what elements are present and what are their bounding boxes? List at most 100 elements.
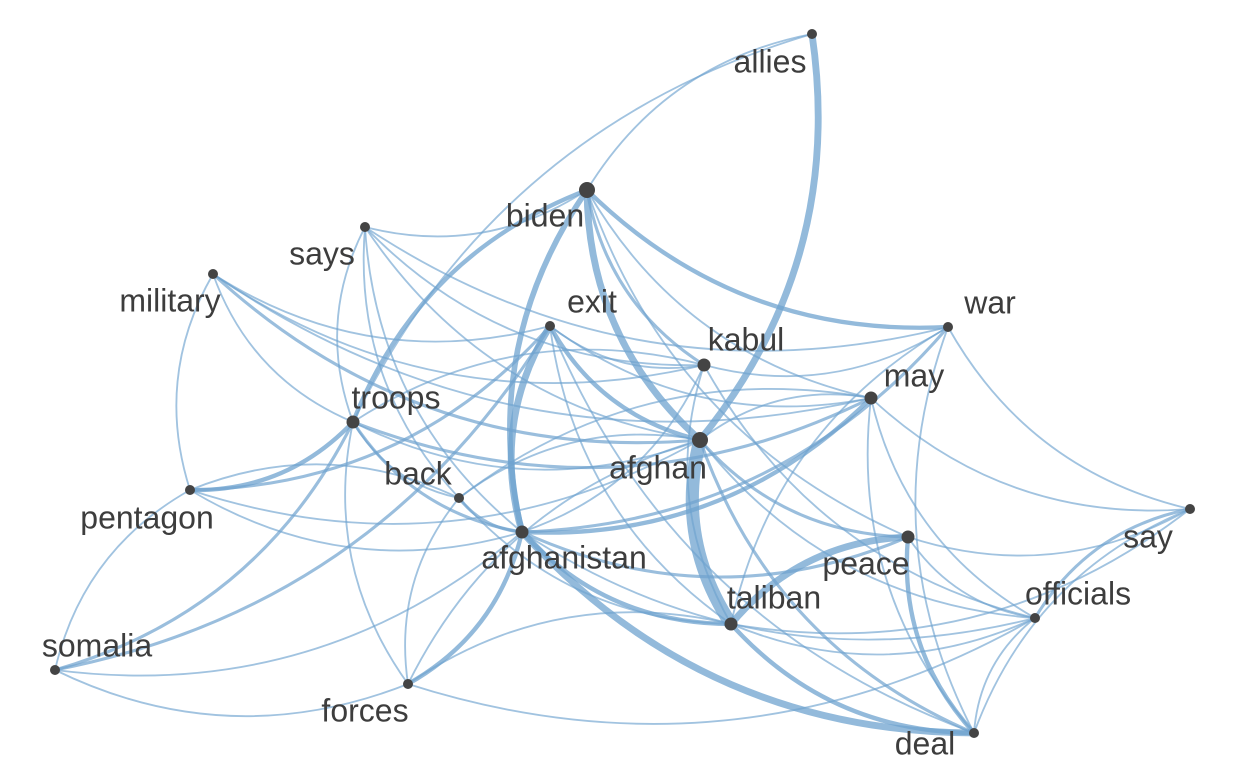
node-peace	[901, 530, 915, 544]
node-label-taliban: taliban	[727, 579, 821, 615]
edge-back-taliban	[458, 497, 732, 625]
edge-allies-biden	[586, 33, 813, 191]
edge-biden-may	[586, 189, 872, 399]
node-label-somalia: somalia	[42, 627, 152, 663]
node-deal	[969, 728, 979, 738]
edge-afghanistan-officials	[521, 531, 1036, 641]
edge-pentagon-exit	[188, 324, 552, 492]
edge-peace-say	[907, 508, 1191, 557]
edge-troops-back	[352, 421, 460, 499]
node-label-officials: officials	[1025, 575, 1131, 611]
edge-afghanistan-deal	[518, 528, 978, 737]
node-label-back: back	[384, 455, 453, 491]
edge-taliban-say	[730, 508, 1191, 635]
edge-says-afghan	[364, 226, 701, 441]
edge-biden-afghanistan	[507, 187, 590, 535]
edge-afghan-allies	[696, 30, 822, 444]
edge-layer	[53, 30, 1192, 737]
edge-back-pentagon	[189, 463, 460, 499]
edge-afghanistan-kabul	[521, 364, 705, 533]
node-back	[454, 493, 464, 503]
edge-say-officials	[1033, 507, 1192, 620]
edge-exit-may	[549, 325, 872, 408]
node-pentagon	[185, 485, 195, 495]
node-may	[864, 391, 878, 405]
node-afghanistan	[515, 525, 529, 539]
edge-military-troops	[212, 273, 354, 423]
edge-pentagon-afghan	[189, 439, 701, 525]
node-label-kabul: kabul	[708, 321, 785, 357]
node-label-pentagon: pentagon	[80, 499, 213, 535]
edge-forces-officials	[407, 617, 1036, 725]
node-label-military: military	[119, 282, 220, 318]
node-label-afghan: afghan	[609, 449, 707, 485]
node-biden	[579, 182, 595, 198]
edge-somalia-exit	[53, 324, 552, 672]
edge-exit-afghan	[547, 323, 703, 443]
edge-say-deal	[973, 508, 1191, 734]
node-allies	[807, 29, 817, 39]
edge-biden-kabul	[585, 188, 706, 367]
edge-kabul-troops	[352, 348, 705, 423]
node-military	[208, 269, 218, 279]
edge-afghan-back	[458, 433, 701, 499]
edge-military-afghan	[211, 272, 702, 445]
node-label-deal: deal	[895, 725, 956, 761]
node-troops	[346, 415, 360, 429]
edge-allies-troops	[352, 33, 813, 423]
node-forces	[403, 679, 413, 689]
edge-biden-peace	[586, 189, 909, 538]
edge-afghanistan-peace	[520, 530, 910, 579]
edge-war-taliban	[730, 326, 949, 625]
node-label-says: says	[289, 235, 355, 271]
edge-pentagon-afghanistan	[189, 489, 523, 552]
node-label-say: say	[1123, 518, 1173, 554]
edge-war-deal	[914, 326, 975, 734]
node-officials	[1030, 613, 1040, 623]
edge-somalia-forces	[54, 669, 409, 718]
node-somalia	[50, 665, 60, 675]
edge-back-forces	[404, 497, 460, 685]
edge-biden-war	[584, 187, 951, 330]
node-label-exit: exit	[567, 283, 617, 319]
edge-afghan-deal	[698, 438, 976, 735]
node-afghan	[692, 432, 708, 448]
edge-pentagon-somalia	[54, 489, 191, 671]
node-label-troops: troops	[352, 379, 441, 415]
edge-military-exit	[212, 273, 551, 343]
edge-military-pentagon	[175, 273, 214, 491]
edge-exit-taliban	[549, 325, 732, 625]
node-taliban	[724, 617, 738, 631]
edge-kabul-taliban	[686, 364, 732, 625]
edge-exit-deal	[549, 325, 975, 734]
edge-somalia-troops	[53, 420, 355, 672]
edge-military-may	[212, 273, 872, 423]
edge-taliban-forces	[407, 611, 732, 685]
edge-says-war	[364, 226, 949, 352]
edge-taliban-officials	[730, 617, 1036, 656]
edge-may-deal	[866, 397, 975, 734]
edge-may-say	[870, 397, 1191, 512]
node-say	[1185, 504, 1195, 514]
edge-says-troops	[336, 226, 366, 423]
node-says	[360, 222, 370, 232]
node-war	[943, 322, 953, 332]
edge-afghanistan-war	[520, 325, 950, 534]
edge-afghan-officials	[699, 439, 1036, 619]
node-exit	[545, 321, 555, 331]
edge-biden-afghan	[583, 186, 704, 444]
edge-troops-may	[351, 396, 873, 470]
edge-afghan-peace	[698, 438, 910, 539]
node-kabul	[697, 358, 711, 372]
node-label-may: may	[884, 357, 944, 393]
edge-war-say	[947, 326, 1191, 510]
node-label-allies: allies	[734, 43, 807, 79]
edge-somalia-afghanistan	[54, 531, 523, 677]
node-label-forces: forces	[321, 692, 408, 728]
edge-says-back	[362, 226, 460, 499]
label-layer: allies biden says military exit kabul war may tr…	[42, 43, 1173, 761]
edge-peace-officials	[907, 536, 1036, 619]
edge-troops-forces	[344, 421, 409, 685]
edge-kabul-war	[703, 326, 949, 378]
edge-taliban-deal	[728, 621, 977, 736]
